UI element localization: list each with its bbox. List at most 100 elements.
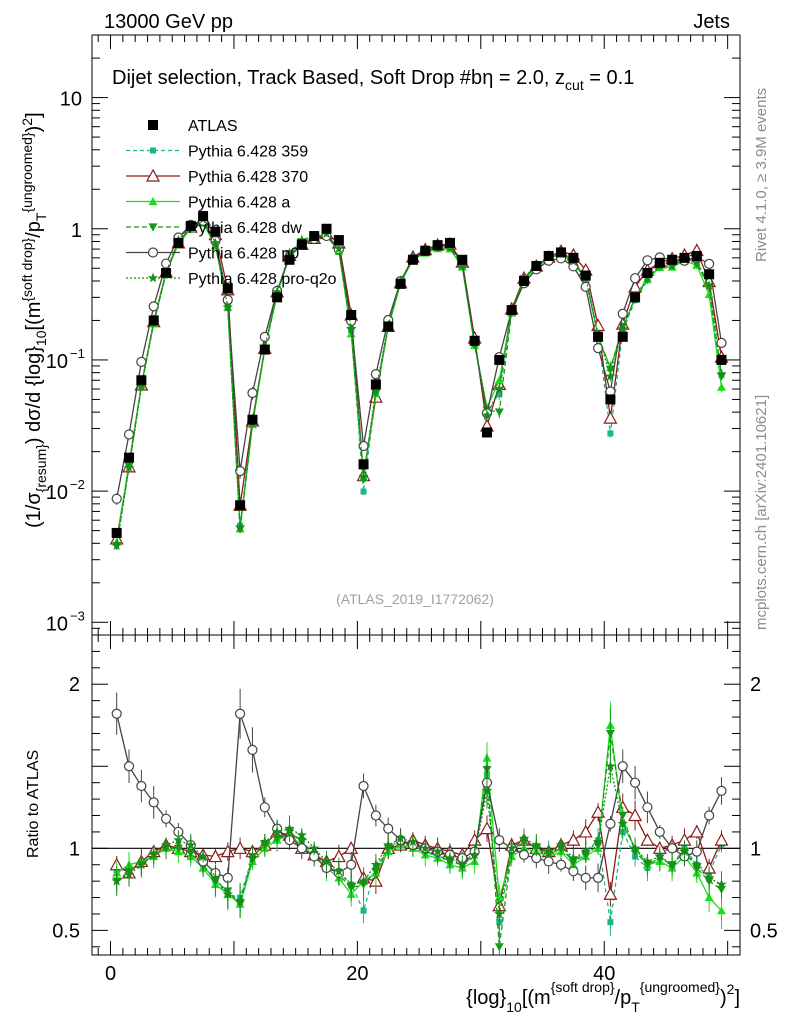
mcplots-label: mcplots.cern.ch [arXiv:2401.10621] xyxy=(753,395,770,630)
legend-marker xyxy=(147,272,159,283)
ratio-point xyxy=(566,832,581,846)
ratio-point xyxy=(479,821,494,835)
ratio-point xyxy=(603,887,618,900)
ylabel-sub-b: 10 xyxy=(33,330,49,346)
ratio-point xyxy=(679,846,690,857)
y-tick-label: 10 xyxy=(46,482,68,504)
ratio-point xyxy=(308,842,320,853)
data-point xyxy=(234,521,246,532)
data-point xyxy=(284,247,295,258)
atlas-point xyxy=(432,240,443,251)
data-point xyxy=(111,540,122,551)
atlas-point xyxy=(531,261,542,272)
legend-marker xyxy=(148,223,158,232)
data-point xyxy=(703,280,715,290)
data-point xyxy=(481,409,493,420)
atlas-point xyxy=(284,254,295,265)
ratio-point xyxy=(383,823,394,834)
atlas-point xyxy=(420,245,431,256)
atlas-point xyxy=(210,226,221,237)
ylabel-sup-d: {ungroomed} xyxy=(19,132,35,213)
data-point xyxy=(222,301,233,312)
atlas-point xyxy=(556,247,567,258)
xlabel-sup1: {soft drop} xyxy=(551,979,615,995)
ratio-point xyxy=(233,841,248,854)
ratio-point xyxy=(360,907,367,914)
data-point xyxy=(605,370,616,381)
ratio-point xyxy=(358,875,369,886)
ratio-point xyxy=(136,780,147,792)
x-tick-label: 20 xyxy=(346,963,368,985)
atlas-point xyxy=(346,310,357,321)
ratio-point xyxy=(605,760,616,771)
ratio-point xyxy=(284,823,295,834)
xlabel-mid: [(m xyxy=(522,987,551,1009)
data-point xyxy=(210,237,221,248)
atlas-point xyxy=(605,394,616,405)
atlas-point xyxy=(691,250,702,261)
ylabel-sub-d: T xyxy=(33,212,49,221)
ratio-point xyxy=(296,829,308,840)
ratio-point xyxy=(420,842,431,853)
ylabel-sup-e: 2 xyxy=(19,118,35,126)
data-point xyxy=(123,462,135,472)
y-tick-label: 10 xyxy=(46,613,68,635)
data-point xyxy=(370,385,382,395)
ratio-point xyxy=(259,836,270,847)
data-point xyxy=(716,337,727,348)
plot-title: Dijet selection, Track Based, Soft Drop … xyxy=(112,67,634,93)
ratio-y-tick-label-right: 2 xyxy=(750,674,761,696)
y-axis-label: (1/σ{resum}) dσ/d {log}10[(m{soft drop}/… xyxy=(19,112,49,528)
ratio-point xyxy=(333,865,345,876)
legend-label: Pythia 6.428 370 xyxy=(188,169,308,186)
y-tick-exponent: −2 xyxy=(70,477,85,492)
ratio-point xyxy=(691,846,702,857)
plot-title-eta: η = 2.0, z xyxy=(482,67,565,89)
ratio-point xyxy=(667,843,678,854)
ylabel-f: ] xyxy=(23,112,45,118)
ratio-point xyxy=(494,893,504,902)
legend-item: Pythia 6.428 370 xyxy=(126,168,308,186)
atlas-point xyxy=(321,223,332,234)
data-point xyxy=(271,286,283,297)
ratio-point xyxy=(247,852,258,863)
ratio-point xyxy=(666,859,678,870)
ratio-point xyxy=(160,839,172,850)
atlas-point xyxy=(173,237,184,248)
atlas-point xyxy=(383,321,394,332)
legend-label: Pythia 6.428 359 xyxy=(188,144,308,161)
ratio-point xyxy=(642,856,653,866)
ylabel-sub-a: {resum} xyxy=(33,444,49,493)
atlas-point xyxy=(124,452,135,463)
x-tick-label: 40 xyxy=(593,963,615,985)
ratio-y-axis-label: Ratio to ATLAS xyxy=(25,750,42,858)
ratio-point xyxy=(592,872,604,883)
ratio-point xyxy=(716,906,726,915)
ratio-point xyxy=(469,849,480,860)
atlas-point xyxy=(469,335,480,346)
legend-marker xyxy=(145,168,161,182)
data-point xyxy=(496,390,503,397)
ratio-point xyxy=(432,846,443,857)
ratio-point xyxy=(321,856,332,866)
ratio-point xyxy=(578,824,593,838)
ratio-plot-frame xyxy=(91,634,741,956)
legend-label: Pythia 6.428 dw xyxy=(188,220,302,237)
atlas-point xyxy=(198,211,209,222)
ratio-point xyxy=(197,851,209,861)
data-point xyxy=(607,430,614,437)
xlabel-sub1: 10 xyxy=(506,999,522,1015)
atlas-point xyxy=(630,292,641,303)
atlas-point xyxy=(506,305,517,316)
ratio-point xyxy=(580,872,591,883)
ratio-point xyxy=(716,785,727,796)
series-line-main xyxy=(116,221,723,543)
ratio-point xyxy=(222,888,233,899)
ratio-point xyxy=(296,843,307,854)
ratio-point xyxy=(568,852,579,863)
ratio-point xyxy=(555,859,567,870)
data-point xyxy=(617,308,628,319)
ratio-point xyxy=(531,839,542,850)
xlabel-post: ) xyxy=(720,987,727,1009)
